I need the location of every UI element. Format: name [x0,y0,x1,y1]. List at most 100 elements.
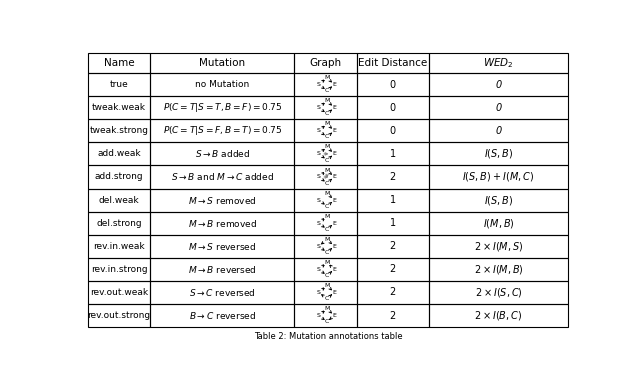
Bar [357,142,429,166]
Text: 0: 0 [495,126,502,136]
Text: S: S [317,244,321,249]
Bar [357,96,429,119]
Bar [429,212,568,235]
Text: rev.in.strong: rev.in.strong [91,265,147,274]
Text: rev.out.weak: rev.out.weak [90,288,148,297]
Text: S: S [317,82,321,87]
Text: Edit Distance: Edit Distance [358,58,428,68]
Text: $I(S,B)$: $I(S,B)$ [484,194,513,207]
Bar [150,142,294,166]
Text: $2 \times I(M,S)$: $2 \times I(M,S)$ [474,240,524,253]
Bar [88,166,150,189]
Bar [429,235,568,258]
Bar [429,258,568,281]
Text: C: C [325,111,330,116]
Bar [294,53,357,73]
Text: M: M [324,237,330,242]
Bar [429,189,568,212]
Bar [429,96,568,119]
Text: C: C [325,88,330,93]
Bar [88,96,150,119]
Bar [357,281,429,304]
Text: M: M [324,121,330,126]
Text: M: M [324,306,330,311]
Bar [357,212,429,235]
Bar [88,304,150,327]
Text: 2: 2 [390,172,396,182]
Bar [294,304,357,327]
Bar [150,212,294,235]
Bar [150,189,294,212]
Bar [429,53,568,73]
Text: $M \rightarrow S$ reversed: $M \rightarrow S$ reversed [188,241,257,252]
Bar [357,166,429,189]
Bar [150,166,294,189]
Text: 0: 0 [390,126,396,136]
Text: S: S [317,221,321,226]
Text: M: M [324,144,330,149]
Bar [429,281,568,304]
Text: 0: 0 [495,103,502,113]
Text: $WED_2$: $WED_2$ [483,56,514,70]
Text: E: E [332,151,336,156]
Text: 1: 1 [390,195,396,205]
Text: M: M [324,283,330,288]
Text: 1: 1 [390,218,396,228]
Bar [150,73,294,96]
Bar [88,235,150,258]
Bar [150,53,294,73]
Text: M: M [324,190,330,196]
Text: $S \rightarrow B$ and $M \rightarrow C$ added: $S \rightarrow B$ and $M \rightarrow C$ … [171,172,274,182]
Text: $2 \times I(M,B)$: $2 \times I(M,B)$ [474,263,524,276]
Text: E: E [332,128,336,133]
Bar [429,119,568,142]
Text: S: S [317,128,321,133]
Text: E: E [332,221,336,226]
Text: del.weak: del.weak [99,195,140,205]
Text: E: E [332,244,336,249]
Text: del.strong: del.strong [96,218,142,228]
Text: E: E [332,290,336,295]
Text: M: M [324,260,330,265]
Bar [357,189,429,212]
Bar [150,96,294,119]
Text: C: C [325,227,330,232]
Bar [357,258,429,281]
Text: S: S [317,151,321,156]
Text: S: S [317,290,321,295]
Text: 2: 2 [390,288,396,298]
Text: 2: 2 [390,241,396,251]
Text: 0: 0 [495,79,502,89]
Text: S: S [317,313,321,318]
Bar [88,281,150,304]
Bar [294,142,357,166]
Text: M: M [324,214,330,219]
Text: E: E [332,105,336,110]
Text: C: C [325,319,330,324]
Bar [88,119,150,142]
Bar [294,258,357,281]
Text: S: S [317,105,321,110]
Bar [88,53,150,73]
Text: $B \rightarrow C$ reversed: $B \rightarrow C$ reversed [189,310,256,321]
Text: E: E [332,198,336,203]
Bar [150,304,294,327]
Text: C: C [325,134,330,139]
Text: $2 \times I(S,C)$: $2 \times I(S,C)$ [475,286,522,299]
Bar [294,189,357,212]
Text: C: C [325,296,330,301]
Text: true: true [109,80,129,89]
Bar [294,119,357,142]
Text: C: C [325,273,330,278]
Text: no Mutation: no Mutation [195,80,250,89]
Text: Graph: Graph [310,58,342,68]
Text: C: C [325,180,330,185]
Text: add.strong: add.strong [95,172,143,182]
Bar [294,166,357,189]
Bar [294,73,357,96]
Text: S: S [317,198,321,203]
Bar [150,258,294,281]
Text: E: E [332,267,336,272]
Text: $M \rightarrow B$ reversed: $M \rightarrow B$ reversed [188,264,257,275]
Bar [429,142,568,166]
